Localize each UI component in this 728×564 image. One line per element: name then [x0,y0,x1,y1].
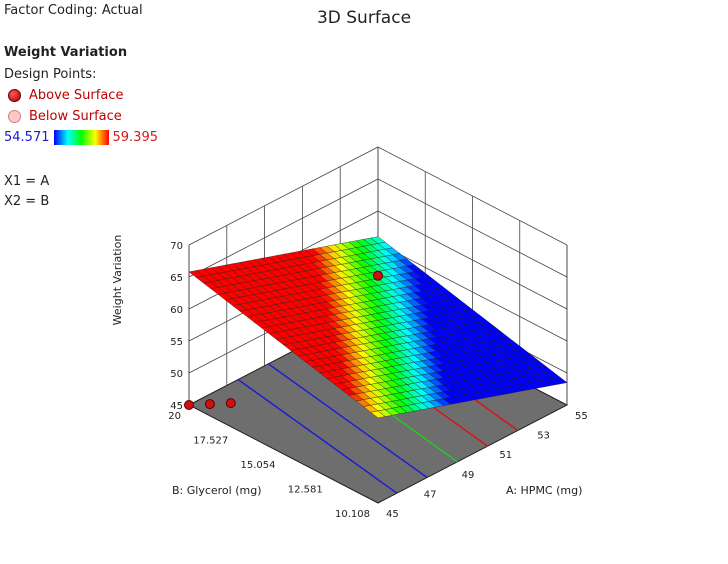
legend-below-label: Below Surface [29,109,122,124]
above-surface-dot-icon [8,89,21,102]
legend-above-surface: Above Surface [8,88,123,103]
contour-line [267,363,428,479]
color-range-bar [53,130,109,145]
y-tick-label: 20 [168,411,181,422]
y-axis-title: B: Glycerol (mg) [172,484,262,497]
grid-line-z [188,178,568,278]
x2-mapping: X2 = B [4,194,50,209]
z-tick-label: 60 [170,305,183,316]
x-tick-label: 45 [386,509,399,520]
z-axis-title: Weight Variation [111,235,124,326]
factor-coding-label: Factor Coding: Actual [4,3,143,18]
chart-title: 3D Surface [316,8,412,28]
response-name: Weight Variation [4,45,128,60]
z-tick-label: 50 [170,369,183,380]
color-range-min: 54.571 [4,130,50,145]
y-tick-label: 12.581 [288,485,323,496]
design-points-label: Design Points: [4,67,97,82]
axis-labels: 45 50 55 60 65 70 45 47 49 51 53 55 10.108 12.581 15.0… [111,235,588,520]
legend-above-label: Above Surface [29,88,124,103]
design-points [184,270,383,410]
y-tick-label: 17.527 [193,436,228,447]
x1-mapping: X1 = A [4,174,50,189]
z-tick-label: 45 [170,401,183,412]
z-tick-label: 55 [170,337,183,348]
response-surface [188,236,568,419]
design-point [225,398,236,409]
design-point [184,400,194,410]
z-tick-label: 65 [170,273,183,284]
x-tick-label: 55 [575,411,588,422]
contour-line [237,378,398,494]
design-point [204,399,215,410]
surface-cell [552,376,568,385]
x-tick-label: 47 [424,489,437,500]
grid-line-z [188,146,568,246]
below-surface-dot-icon [8,110,21,123]
design-point [373,270,383,281]
x-tick-label: 49 [462,470,475,481]
y-tick-label: 10.108 [335,509,370,520]
x-tick-label: 53 [537,431,550,442]
z-tick-label: 70 [170,241,183,252]
color-range-legend: 54.571 59.395 [4,130,158,145]
y-tick-label: 15.054 [241,460,276,471]
legend-below-surface: Below Surface [8,109,122,124]
color-range-max: 59.395 [112,130,159,145]
x-axis-title: A: HPMC (mg) [506,484,582,497]
x-tick-label: 51 [499,450,512,461]
